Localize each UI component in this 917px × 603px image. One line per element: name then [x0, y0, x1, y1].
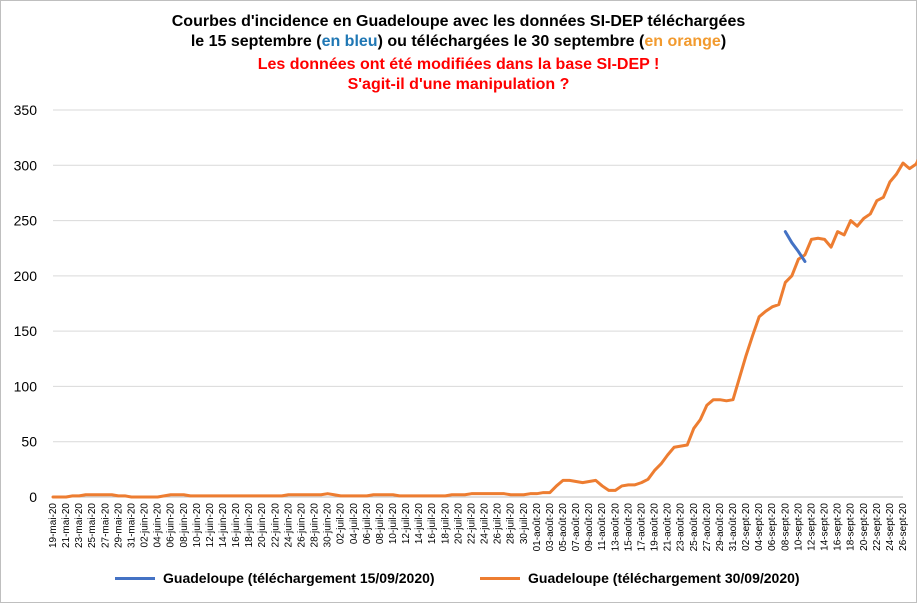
- x-tick-label: 21-août-20: [663, 503, 674, 552]
- x-tick-label: 01-août-20: [532, 503, 543, 552]
- x-tick-label: 24-sept-20: [885, 503, 896, 551]
- y-tick-label: 250: [14, 213, 38, 229]
- legend-item-30-09: Guadeloupe (téléchargement 30/09/2020): [480, 570, 800, 586]
- x-tick-label: 25-août-20: [689, 503, 700, 552]
- x-tick-label: 06-sept-20: [767, 503, 778, 551]
- x-tick-label: 19-août-20: [650, 503, 661, 552]
- x-tick-label: 11-août-20: [597, 503, 608, 551]
- x-tick-label: 10-sept-20: [793, 503, 804, 551]
- legend-label-15-09: Guadeloupe (téléchargement 15/09/2020): [163, 570, 435, 586]
- x-tick-label: 22-sept-20: [872, 503, 883, 551]
- legend-label-30-09: Guadeloupe (téléchargement 30/09/2020): [528, 570, 800, 586]
- y-tick-label: 150: [14, 323, 38, 339]
- chart-subtitle-warning: Les données ont été modifiées dans la ba…: [257, 56, 660, 73]
- x-tick-label: 23-août-20: [676, 503, 687, 552]
- x-tick-label: 28-juin-20: [310, 503, 321, 548]
- series-line-15-09: [783, 230, 807, 263]
- x-tick-label: 18-sept-20: [846, 503, 857, 551]
- x-tick-label: 23-mai-20: [74, 503, 85, 548]
- x-tick-label: 02-juil-20: [336, 503, 347, 545]
- y-tick-label: 350: [14, 102, 38, 118]
- title-text-orange: en orange: [644, 33, 721, 50]
- title-text-blue: en bleu: [321, 33, 378, 50]
- x-tick-label: 10-juin-20: [192, 503, 203, 548]
- y-tick-label: 300: [14, 157, 38, 173]
- x-tick-label: 24-juin-20: [283, 503, 294, 548]
- x-tick-label: 31-mai-20: [126, 503, 137, 548]
- x-tick-label: 27-mai-20: [100, 503, 111, 548]
- x-tick-label: 12-sept-20: [806, 503, 817, 551]
- x-tick-label: 10-juil-20: [388, 503, 399, 545]
- x-tick-label: 18-juil-20: [440, 503, 451, 545]
- legend-swatch-blue: [115, 576, 155, 580]
- y-tick-label: 0: [29, 489, 37, 505]
- x-tick-label: 30-juil-20: [519, 503, 530, 545]
- x-tick-label: 16-juin-20: [231, 503, 242, 548]
- x-tick-label: 04-juil-20: [349, 503, 360, 545]
- title-text-c: ): [720, 33, 727, 50]
- x-tick-label: 14-sept-20: [820, 503, 831, 551]
- x-tick-label: 20-juil-20: [453, 503, 464, 545]
- x-tick-label: 20-sept-20: [859, 503, 870, 551]
- x-tick-label: 08-juil-20: [375, 503, 386, 545]
- x-tick-label: 22-juil-20: [466, 503, 477, 545]
- x-tick-label: 02-juin-20: [140, 503, 151, 548]
- x-tick-label: 09-août-20: [584, 503, 595, 552]
- y-tick-label: 200: [14, 268, 38, 284]
- x-tick-label: 12-juin-20: [205, 503, 216, 548]
- x-tick-label: 29-mai-20: [113, 503, 124, 548]
- x-tick-label: 16-sept-20: [833, 503, 844, 551]
- x-tick-label: 28-juil-20: [506, 503, 517, 545]
- title-text-a: le 15 septembre (: [190, 33, 322, 50]
- legend-swatch-orange: [480, 576, 520, 580]
- chart-title-line-1: Courbes d'incidence en Guadeloupe avec l…: [171, 13, 746, 30]
- series-line-30-09: [51, 158, 917, 499]
- x-tick-label: 21-mai-20: [61, 503, 72, 548]
- x-tick-label: 06-juil-20: [362, 503, 373, 545]
- x-tick-label: 02-sept-20: [741, 503, 752, 551]
- x-tick-label: 25-mai-20: [87, 503, 98, 548]
- x-tick-label: 05-août-20: [558, 503, 569, 552]
- x-tick-label: 27-août-20: [702, 503, 713, 552]
- x-tick-label: 19-mai-20: [48, 503, 59, 548]
- chart-title-line-2: le 15 septembre (en bleu) ou téléchargée…: [0, 32, 917, 52]
- legend-item-15-09: Guadeloupe (téléchargement 15/09/2020): [115, 570, 435, 586]
- y-tick-label: 100: [14, 378, 38, 394]
- x-tick-label: 13-août-20: [610, 503, 621, 552]
- x-tick-label: 30-juin-20: [323, 503, 334, 548]
- x-tick-label: 26-juin-20: [296, 503, 307, 548]
- x-tick-label: 04-sept-20: [754, 503, 765, 551]
- x-tick-label: 06-juin-20: [166, 503, 177, 548]
- x-tick-label: 26-sept-20: [898, 503, 909, 551]
- x-tick-label: 16-juil-20: [427, 503, 438, 545]
- x-tick-label: 04-juin-20: [153, 503, 164, 548]
- x-tick-label: 24-juil-20: [480, 503, 491, 545]
- title-text-b: ) ou téléchargées le 30 septembre (: [377, 33, 645, 50]
- x-tick-label: 08-sept-20: [780, 503, 791, 551]
- x-tick-label: 14-juin-20: [218, 503, 229, 548]
- x-tick-label: 12-juil-20: [401, 503, 412, 545]
- x-tick-label: 17-août-20: [636, 503, 647, 552]
- x-tick-label: 03-août-20: [545, 503, 556, 552]
- x-tick-label: 26-juil-20: [493, 503, 504, 545]
- x-tick-label: 20-juin-20: [257, 503, 268, 548]
- x-tick-label: 18-juin-20: [244, 503, 255, 548]
- x-tick-label: 15-août-20: [623, 503, 634, 552]
- x-tick-label: 31-août-20: [728, 503, 739, 552]
- chart-subtitle-question: S'agit-il d'une manipulation ?: [347, 76, 570, 93]
- y-tick-label: 50: [21, 434, 37, 450]
- x-tick-label: 29-août-20: [715, 503, 726, 552]
- x-tick-label: 08-juin-20: [179, 503, 190, 548]
- x-tick-label: 22-juin-20: [270, 503, 281, 548]
- x-tick-label: 14-juil-20: [414, 503, 425, 545]
- x-tick-label: 07-août-20: [571, 503, 582, 552]
